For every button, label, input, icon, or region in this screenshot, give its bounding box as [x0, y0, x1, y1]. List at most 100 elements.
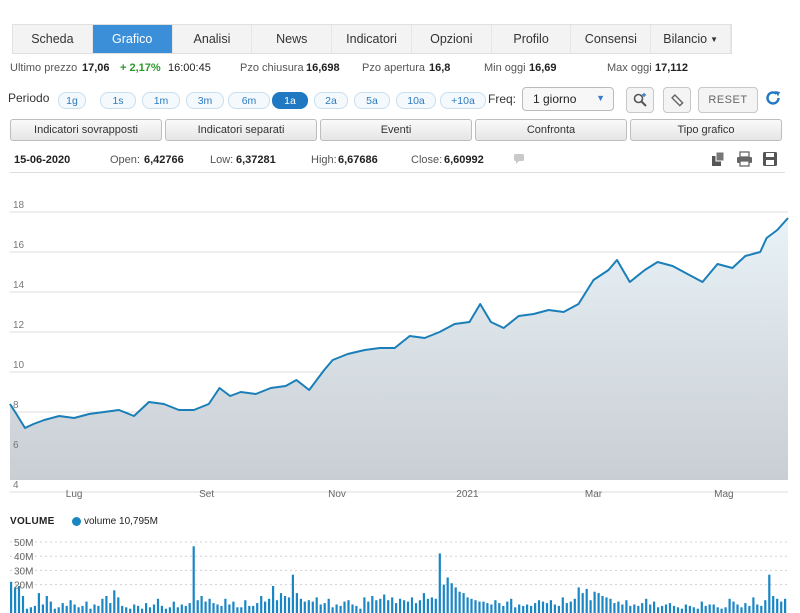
volume-bar — [355, 605, 358, 613]
volume-bar — [41, 604, 44, 613]
volume-bar — [236, 607, 239, 613]
tab-grafico[interactable]: Grafico — [92, 25, 173, 53]
y-tick-label: 10 — [13, 360, 25, 371]
info-low-value: 6,37281 — [236, 154, 276, 166]
y-tick-label: 16 — [13, 240, 25, 251]
toolbar-button-indicatori-sovrapposti[interactable]: Indicatori sovrapposti — [10, 119, 162, 141]
tab-scheda[interactable]: Scheda — [13, 25, 93, 53]
toolbar-button-indicatori-separati[interactable]: Indicatori separati — [165, 119, 317, 141]
volume-bar — [272, 586, 275, 613]
volume-bar — [641, 603, 644, 613]
volume-bar — [125, 607, 128, 613]
volume-bar — [295, 593, 298, 613]
volume-bar — [117, 597, 120, 613]
comment-icon[interactable] — [513, 153, 525, 168]
toolbar-button-eventi[interactable]: Eventi — [320, 119, 472, 141]
volume-bar — [748, 605, 751, 613]
price-area — [10, 218, 788, 480]
tab-news[interactable]: News — [252, 25, 333, 53]
reset-button[interactable]: RESET — [698, 87, 758, 113]
tab-indicatori[interactable]: Indicatori — [332, 25, 412, 53]
period-10a[interactable]: 10a — [396, 92, 436, 109]
tab-profilo[interactable]: Profilo — [492, 25, 572, 53]
period-plus10a[interactable]: +10a — [440, 92, 486, 109]
volume-bar — [609, 598, 612, 613]
y-tick-label: 14 — [13, 280, 25, 291]
volume-bar — [605, 597, 608, 613]
info-high-label: High: — [311, 154, 337, 166]
period-2a[interactable]: 2a — [314, 92, 348, 109]
print-icon[interactable] — [736, 151, 753, 170]
volume-bar — [252, 605, 255, 613]
volume-bar — [526, 604, 529, 613]
volume-bar — [61, 603, 64, 613]
divider — [10, 172, 785, 173]
tab-bilancio[interactable]: Bilancio ▼ — [651, 25, 732, 53]
volume-bar — [137, 605, 140, 613]
volume-bar — [148, 607, 152, 613]
volume-bar — [264, 601, 267, 613]
volume-bar — [474, 600, 477, 613]
volume-bar — [367, 601, 370, 613]
volume-bar — [617, 601, 620, 613]
volume-bar — [593, 591, 596, 613]
export-icon[interactable] — [710, 151, 726, 170]
tab-opzioni[interactable]: Opzioni — [412, 25, 492, 53]
info-open-label: Open: — [110, 154, 140, 166]
volume-bar — [375, 600, 378, 613]
volume-bar — [406, 601, 410, 613]
period-1m[interactable]: 1m — [142, 92, 180, 109]
tab-analisi[interactable]: Analisi — [173, 25, 253, 53]
period-1g[interactable]: 1g — [58, 92, 86, 109]
info-close-value: 6,60992 — [444, 154, 484, 166]
price-chart[interactable]: 4 6 8 10 12 14 16 18 Lug Set Nov 2021 Mar Mag — [0, 180, 800, 500]
volume-bar — [145, 603, 148, 613]
period-5a[interactable]: 5a — [354, 92, 390, 109]
toolbar-button-tipo-grafico[interactable]: Tipo grafico — [630, 119, 782, 141]
volume-bar — [522, 605, 525, 613]
save-icon[interactable] — [762, 151, 778, 170]
volume-bar — [418, 600, 421, 613]
volume-bar — [89, 608, 92, 613]
tab-consensi[interactable]: Consensi — [571, 25, 652, 53]
volume-bar — [279, 593, 283, 613]
period-6m[interactable]: 6m — [228, 92, 270, 109]
volume-bar — [152, 604, 156, 613]
volume-bar — [621, 604, 624, 613]
zoom-button[interactable] — [626, 87, 654, 113]
volume-tick-label: 30M — [14, 566, 33, 577]
y-tick-label: 8 — [13, 400, 19, 411]
volume-bar — [248, 605, 251, 613]
period-3m[interactable]: 3m — [186, 92, 224, 109]
volume-bar — [244, 600, 247, 613]
volume-bar — [784, 598, 787, 613]
volume-gridlines — [10, 541, 788, 586]
volume-bar — [430, 597, 433, 613]
refresh-button[interactable] — [762, 86, 784, 110]
volume-bar — [716, 607, 719, 613]
volume-bar — [637, 605, 640, 613]
frequency-select[interactable]: 1 giorno ▼ — [522, 87, 614, 111]
volume-bar — [414, 603, 418, 613]
period-1s[interactable]: 1s — [100, 92, 136, 109]
draw-tool-button[interactable] — [663, 87, 691, 113]
toolbar-button-confronta[interactable]: Confronta — [475, 119, 627, 141]
volume-bar — [633, 604, 636, 613]
volume-bar — [565, 603, 568, 613]
volume-bar — [327, 598, 330, 613]
quote-time: 16:00:45 — [168, 62, 211, 74]
volume-bar — [240, 607, 243, 613]
x-tick-label: Set — [199, 489, 214, 500]
volume-bar — [720, 608, 723, 613]
volume-bar — [688, 605, 691, 613]
volume-bar — [597, 593, 600, 613]
period-1a[interactable]: 1a — [272, 92, 308, 109]
volume-bar — [498, 603, 501, 613]
volume-chart[interactable]: 20M 30M 40M 50M — [0, 530, 800, 613]
volume-bar — [260, 596, 263, 613]
volume-bar — [287, 597, 291, 613]
info-low-label: Low: — [210, 154, 234, 166]
volume-bar — [768, 574, 771, 613]
volume-bar — [160, 605, 163, 613]
volume-bar — [426, 598, 429, 613]
